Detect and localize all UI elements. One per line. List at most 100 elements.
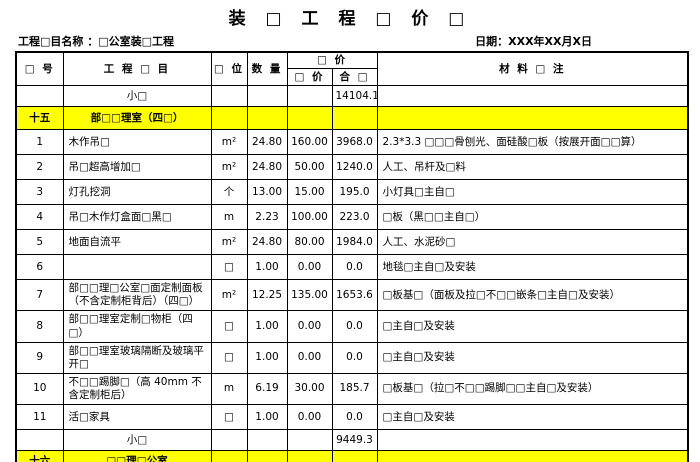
cell-total: 3968.0 — [331, 129, 378, 156]
cell-price: 30.00 — [286, 372, 333, 406]
cell-material: □板基□（面板及拉□不□□嵌条□主自□及安装） — [376, 279, 689, 312]
cell-unit: m² — [210, 154, 248, 181]
cell-qty: 12.25 — [246, 279, 288, 312]
cell-material: 人工、吊杆及□料 — [376, 154, 689, 181]
cell-qty: 1.00 — [246, 310, 288, 343]
header-item: 工 程 □ 目 — [62, 51, 212, 87]
cell-price: 0.00 — [286, 310, 333, 343]
header-material: 材 料 □ 注 — [376, 51, 689, 87]
cell-unit: □ — [210, 341, 248, 374]
cell-qty: 2.23 — [246, 204, 288, 231]
table-row: 7 部□□理□公室□面定制面板（不含定制柜背后）（四□） m² 12.25 135.00… — [15, 279, 689, 312]
cell-price: 0.00 — [286, 404, 333, 431]
cell-qty — [246, 85, 288, 108]
cell-qty: 24.80 — [246, 129, 288, 156]
document-meta: 工程□目名称 ：□公室装□工程 日期：XXX年XX月X日 — [18, 33, 684, 49]
cell-total: 195.0 — [331, 179, 378, 206]
cell-price: 80.00 — [286, 229, 333, 256]
header-seq: □ 号 — [15, 51, 64, 87]
cell-total: 14104.1 — [331, 85, 378, 108]
cell-total: 185.7 — [331, 372, 378, 406]
cell-item: 部□□理室（四□） — [62, 106, 212, 131]
cell-seq: 4 — [15, 204, 64, 231]
cell-total: 1653.6 — [331, 279, 378, 312]
header-unit: □ 位 — [210, 51, 248, 87]
cell-material — [376, 450, 689, 462]
cell-qty: 6.19 — [246, 372, 288, 406]
cell-material — [376, 429, 689, 452]
cell-unit — [210, 450, 248, 462]
cell-seq: 8 — [15, 310, 64, 343]
cell-material: □主自□及安装 — [376, 404, 689, 431]
cell-total: 223.0 — [331, 204, 378, 231]
cell-item: 小□ — [62, 85, 212, 108]
header-price-group: □ 价 — [286, 51, 378, 70]
section-row: 十六 □□理□公室 — [15, 450, 689, 462]
cell-material: 地毯□主自□及安装 — [376, 254, 689, 281]
cell-material — [376, 85, 689, 108]
cell-total: 1240.0 — [331, 154, 378, 181]
cell-unit: m² — [210, 129, 248, 156]
cell-seq: 3 — [15, 179, 64, 206]
cell-total: 9449.3 — [331, 429, 378, 452]
cell-price: 0.00 — [286, 254, 333, 281]
cell-qty: 1.00 — [246, 341, 288, 374]
cell-material: □主自□及安装 — [376, 341, 689, 374]
cell-qty — [246, 106, 288, 131]
cell-qty: 24.80 — [246, 154, 288, 181]
cell-price — [286, 106, 333, 131]
cell-price: 135.00 — [286, 279, 333, 312]
table-body: 小□ 14104.1 十五 部□□理室（四□） 1 木作吊□ m² 24.80 160.00 39… — [15, 85, 689, 462]
cell-unit: □ — [210, 310, 248, 343]
cell-material: 小灯具□主自□ — [376, 179, 689, 206]
cell-material: □主自□及安装 — [376, 310, 689, 343]
cell-price — [286, 85, 333, 108]
cell-item: 部□□理室玻璃隔断及玻璃平开□ — [62, 341, 212, 374]
cell-item: 吊□木作灯盒面□黑□ — [62, 204, 212, 231]
cell-seq — [15, 85, 64, 108]
table-row: 1 木作吊□ m² 24.80 160.00 3968.0 2.3*3.3 □□□骨刨光、面… — [15, 129, 689, 156]
cell-unit: m — [210, 204, 248, 231]
cell-total: 1984.0 — [331, 229, 378, 256]
document-title: 装 □ 工 程 □ 价 □ — [228, 9, 472, 29]
subtotal-row: 小□ 9449.3 — [15, 429, 689, 452]
cell-unit: m² — [210, 229, 248, 256]
table-row: 6 □ 1.00 0.00 0.0 地毯□主自□及安装 — [15, 254, 689, 281]
table-row: 11 活□家具 □ 1.00 0.00 0.0 □主自□及安装 — [15, 404, 689, 431]
header-qty: 数 量 — [246, 51, 288, 87]
cell-price — [286, 429, 333, 452]
cell-seq: 7 — [15, 279, 64, 312]
cell-seq: 11 — [15, 404, 64, 431]
cell-item: 活□家具 — [62, 404, 212, 431]
cell-item: 地面自流平 — [62, 229, 212, 256]
cell-item: 不□□踢脚□（高 40mm 不含定制柜后） — [62, 372, 212, 406]
table-row: 2 吊□超高增加□ m² 24.80 50.00 1240.0 人工、吊杆及□料 — [15, 154, 689, 181]
cell-item: 部□□理室定制□物柜（四□） — [62, 310, 212, 343]
cell-material: 2.3*3.3 □□□骨刨光、面硅酸□板（按展开面□□算） — [376, 129, 689, 156]
cell-price — [286, 450, 333, 462]
date-label: 日期：XXX年XX月X日 — [475, 35, 592, 48]
cell-unit: m — [210, 372, 248, 406]
cell-total: 0.0 — [331, 254, 378, 281]
cell-item: 小□ — [62, 429, 212, 452]
cell-item: 部□□理□公室□面定制面板（不含定制柜背后）（四□） — [62, 279, 212, 312]
cell-unit — [210, 429, 248, 452]
cell-item: □□理□公室 — [62, 450, 212, 462]
cell-qty — [246, 429, 288, 452]
cell-seq: 2 — [15, 154, 64, 181]
cell-total — [331, 106, 378, 131]
cell-price: 100.00 — [286, 204, 333, 231]
cell-material: 人工、水泥砂□ — [376, 229, 689, 256]
pricing-table: □ 号 工 程 □ 目 □ 位 数 量 □ 价 材 料 □ 注 □ 价 合 □ … — [15, 51, 690, 462]
cell-seq — [15, 429, 64, 452]
cell-total: 0.0 — [331, 404, 378, 431]
cell-qty: 1.00 — [246, 404, 288, 431]
cell-item: 吊□超高增加□ — [62, 154, 212, 181]
table-row: 8 部□□理室定制□物柜（四□） □ 1.00 0.00 0.0 □主自□及安装 — [15, 310, 689, 343]
cell-total: 0.0 — [331, 341, 378, 374]
cell-total: 0.0 — [331, 310, 378, 343]
cell-material: □板（黑□□主自□） — [376, 204, 689, 231]
subtotal-row: 小□ 14104.1 — [15, 85, 689, 108]
cell-seq: 十六 — [15, 450, 64, 462]
table-header: □ 号 工 程 □ 目 □ 位 数 量 □ 价 材 料 □ 注 □ 价 合 □ — [15, 51, 689, 87]
